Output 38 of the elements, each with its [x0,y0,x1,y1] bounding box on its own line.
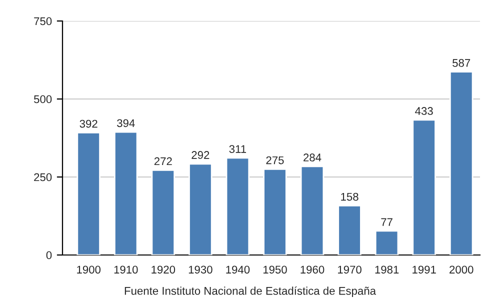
x-tick-label: 1970 [338,266,362,274]
x-tick-label: 1940 [226,266,250,274]
x-tick-label: 1910 [114,266,138,274]
x-tick-label: 1920 [152,266,176,274]
x-tick-label: 1981 [375,266,399,274]
data-label: 158 [341,192,358,201]
bar [338,205,362,255]
y-tick-label: 750 [34,17,52,26]
data-label: 433 [415,107,433,115]
bar [76,132,100,255]
bar [263,168,287,255]
bar [114,131,138,255]
data-label: 292 [192,151,210,159]
data-label: 394 [117,119,135,128]
x-tick-label: 1960 [300,266,324,274]
data-label: 311 [229,145,246,153]
bar [188,163,212,255]
bar [226,157,250,255]
bar [374,230,399,255]
y-tick-label: 500 [34,95,52,104]
bar [300,166,324,255]
x-tick-label: 2000 [450,266,474,274]
bar [449,71,474,255]
data-label: 272 [154,157,172,166]
data-label: 392 [80,120,98,128]
data-label: 587 [452,59,470,67]
data-label: 275 [266,156,284,164]
y-tick-label: 250 [34,173,52,182]
bar [151,169,176,255]
source-note: Fuente Instituto Nacional de Estadística de España [124,286,376,297]
x-tick-label: 1900 [77,266,101,274]
x-tick-label: 1950 [263,266,287,274]
data-label: 284 [304,154,322,162]
bar [412,119,436,255]
data-label: 77 [381,218,392,226]
x-tick-label: 1991 [412,266,436,274]
y-tick-label: 0 [46,251,52,260]
x-tick-label: 1930 [188,266,212,274]
